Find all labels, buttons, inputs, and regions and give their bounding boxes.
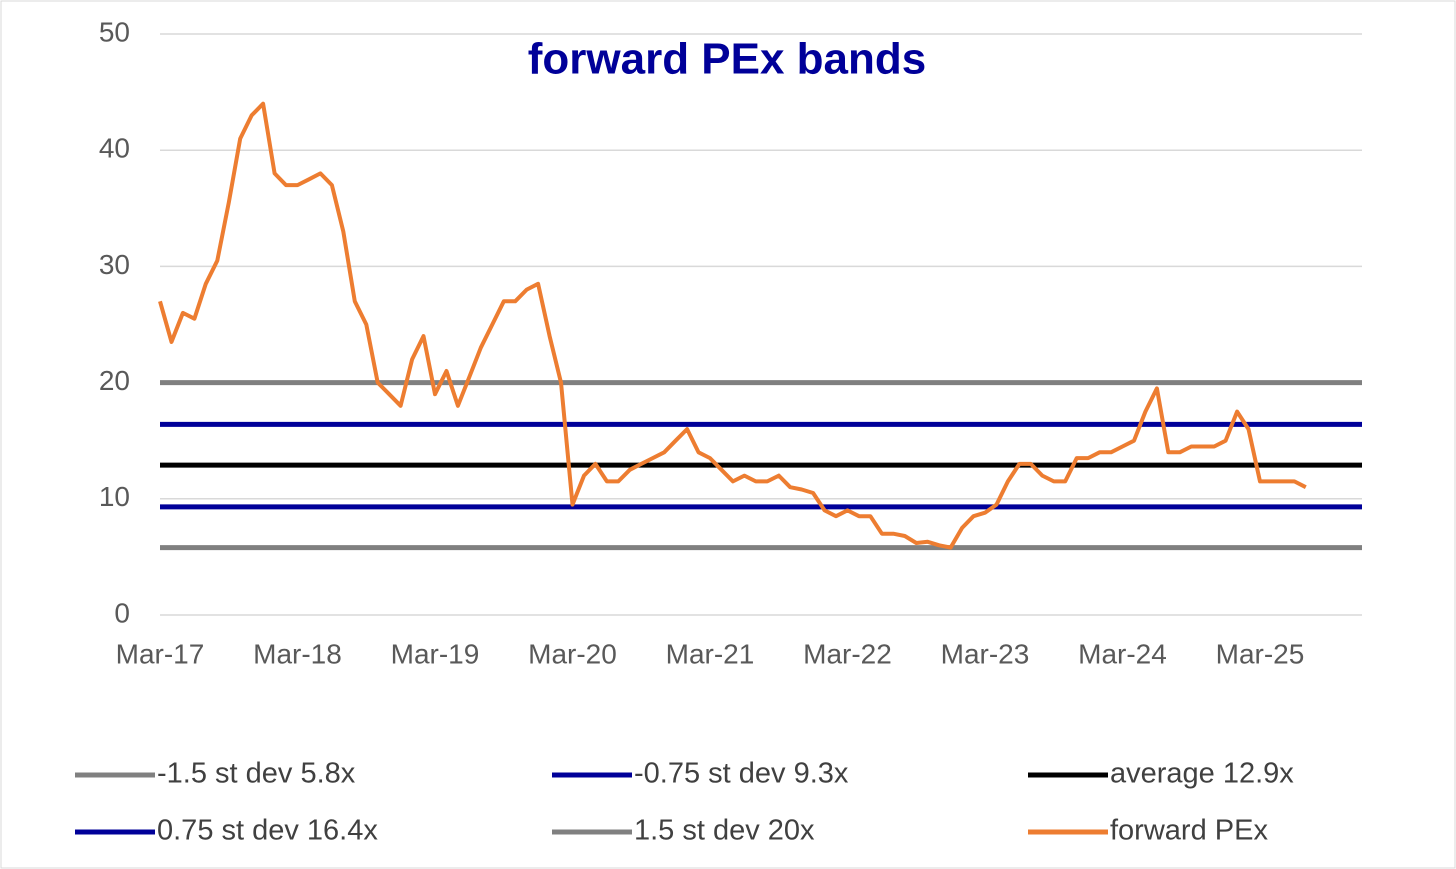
x-tick-label: Mar-25	[1216, 638, 1305, 669]
x-tick-label: Mar-17	[116, 638, 205, 669]
x-tick-label: Mar-23	[941, 638, 1030, 669]
y-tick-label: 40	[99, 133, 130, 164]
y-tick-label: 50	[99, 16, 130, 47]
x-tick-label: Mar-21	[666, 638, 755, 669]
x-tick-label: Mar-22	[803, 638, 892, 669]
legend-label: -1.5 st dev 5.8x	[157, 758, 356, 790]
y-tick-label: 30	[99, 249, 130, 280]
chart-title: forward PEx bands	[528, 35, 927, 84]
legend: -1.5 st dev 5.8x -0.75 st dev 9.3x average…	[75, 758, 1294, 847]
x-tick-label: Mar-24	[1078, 638, 1167, 669]
y-tick-label: 10	[99, 481, 130, 512]
series-line	[158, 101, 1307, 550]
legend-label: 1.5 st dev 20x	[634, 815, 815, 847]
x-tick-label: Mar-20	[528, 638, 617, 669]
y-tick-label: 20	[99, 365, 130, 396]
x-tick-label: Mar-19	[391, 638, 480, 669]
legend-label: forward PEx	[1110, 815, 1268, 847]
legend-label: 0.75 st dev 16.4x	[157, 815, 378, 847]
x-tick-label: Mar-18	[253, 638, 342, 669]
legend-label: average 12.9x	[1110, 758, 1294, 790]
legend-label: -0.75 st dev 9.3x	[634, 758, 849, 790]
y-tick-label: 0	[114, 597, 130, 628]
